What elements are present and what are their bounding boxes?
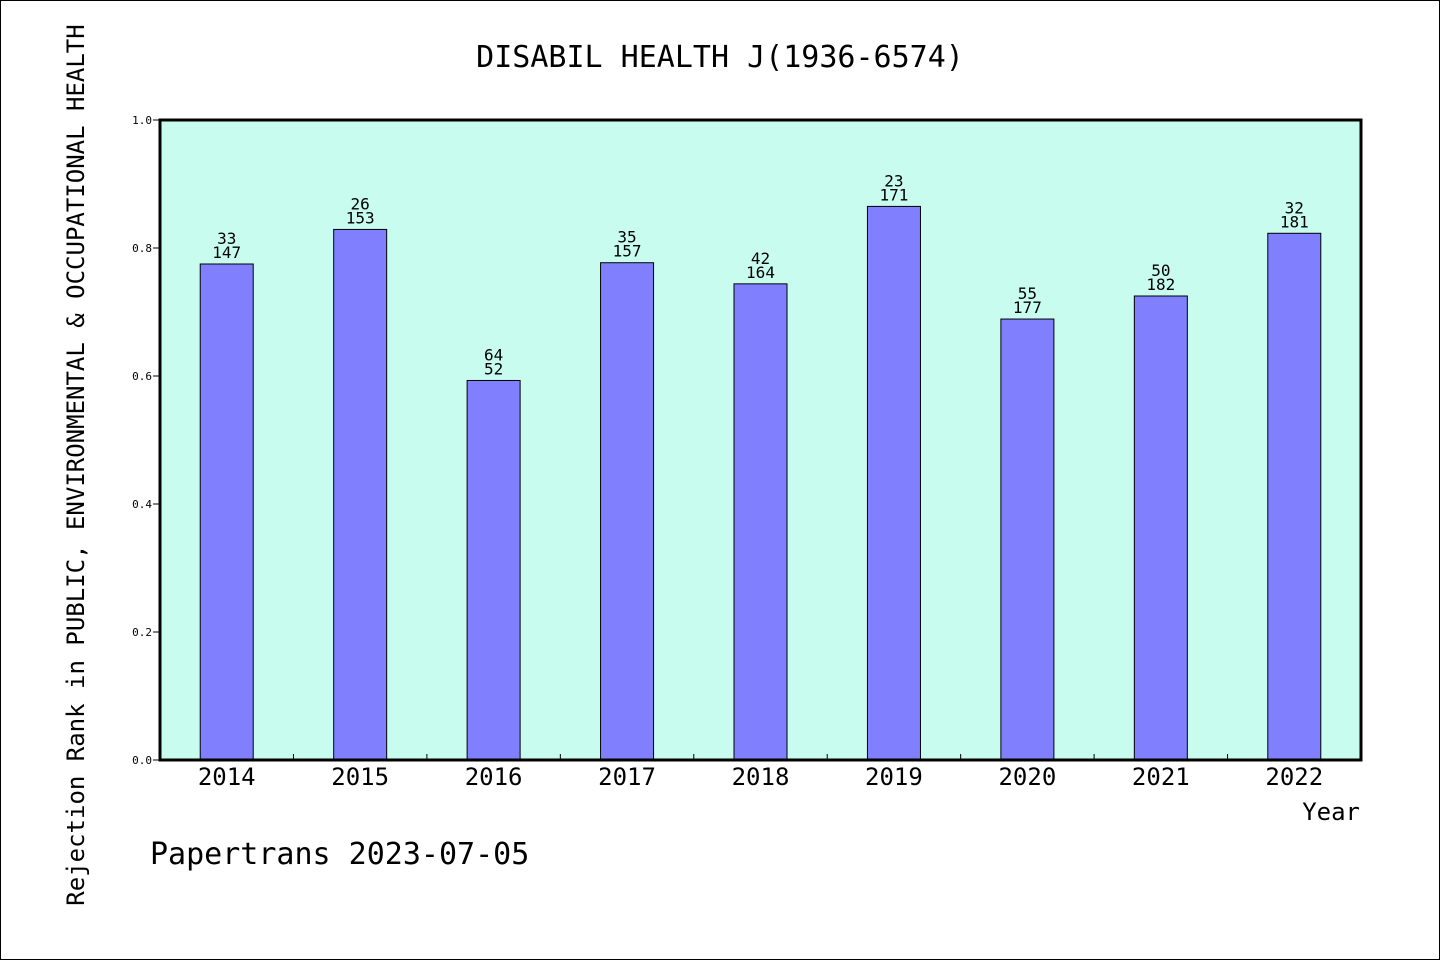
bar-label-bottom: 182 [1146,275,1175,294]
bar-2017 [600,262,655,761]
bar-label-top: 23 [884,171,903,190]
y-tick-label: 0.4 [132,498,152,511]
bar-label-top: 32 [1285,198,1304,217]
bar-label-top: 64 [484,345,503,364]
bar-label-bottom: 157 [613,242,642,261]
bar-2019 [866,205,921,761]
bar-label-top: 50 [1151,261,1170,280]
x-tick-label: 2021 [1132,763,1190,791]
bar-label-bottom: 171 [879,185,908,204]
x-axis-label: Year [1302,798,1360,826]
x-tick-label: 2016 [465,763,523,791]
bar-2020 [1000,318,1055,761]
bar-label-top: 42 [751,249,770,268]
bar-label-top: 33 [217,229,236,248]
bar-label-top: 26 [351,194,370,213]
bar-label-top: 55 [1018,284,1037,303]
bar-2021 [1133,295,1188,761]
bar-label-bottom: 164 [746,263,775,282]
bar-2022 [1267,232,1322,761]
x-tick-label: 2014 [198,763,256,791]
bar-2018 [733,283,788,761]
bar-label-bottom: 153 [346,208,375,227]
chart-title: DISABIL HEALTH J(1936-6574) [476,40,964,75]
bar-label-bottom: 147 [212,243,241,262]
y-tick-label: 0.8 [132,242,152,255]
bar-label-top: 35 [617,228,636,247]
x-tick-label: 2020 [998,763,1056,791]
y-tick-label: 0.6 [132,370,152,383]
x-tick-label: 2019 [865,763,923,791]
x-tick-label: 2017 [598,763,656,791]
bar-2016 [466,379,521,761]
x-tick-label: 2018 [732,763,790,791]
plot-frame [158,118,1363,762]
x-tick-label: 2022 [1265,763,1323,791]
y-axis-label: Rejection Rank in PUBLIC, ENVIRONMENTAL … [62,24,90,905]
bar-2015 [333,228,388,761]
axis-ticks: 0.0 0.2 0.4 0.6 0.8 1.0 [132,114,1229,767]
bar-label-bottom: 181 [1280,212,1309,231]
bar-label-bottom: 177 [1013,298,1042,317]
footer-credit: Papertrans 2023-07-05 [150,837,529,872]
y-tick-label: 0.2 [132,626,152,639]
bar-2014 [199,263,254,761]
y-tick-label: 0.0 [132,754,152,767]
bar-label-bottom: 52 [484,359,503,378]
x-tick-label: 2015 [331,763,389,791]
y-tick-label: 1.0 [132,114,152,127]
